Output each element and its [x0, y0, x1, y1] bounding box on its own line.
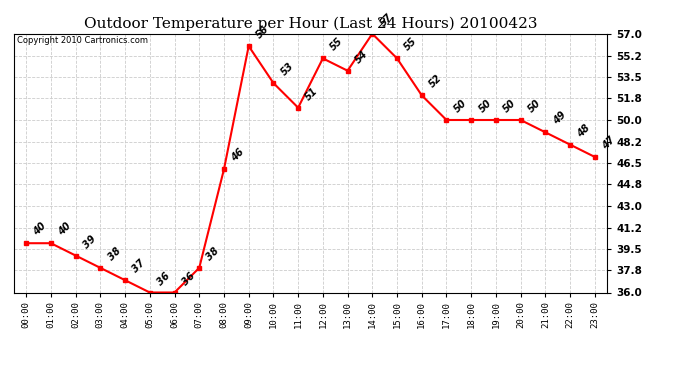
- Text: 55: 55: [402, 36, 420, 53]
- Text: 38: 38: [106, 246, 123, 262]
- Text: Copyright 2010 Cartronics.com: Copyright 2010 Cartronics.com: [17, 36, 148, 45]
- Text: 48: 48: [575, 123, 592, 139]
- Text: 51: 51: [304, 86, 320, 102]
- Text: 37: 37: [130, 258, 147, 274]
- Text: 50: 50: [452, 98, 469, 114]
- Text: 47: 47: [600, 135, 617, 152]
- Text: 57: 57: [378, 12, 395, 28]
- Text: 50: 50: [477, 98, 493, 114]
- Text: 49: 49: [551, 110, 568, 127]
- Text: 39: 39: [81, 233, 98, 250]
- Text: 50: 50: [526, 98, 543, 114]
- Text: 53: 53: [279, 61, 295, 78]
- Text: 56: 56: [254, 24, 271, 40]
- Title: Outdoor Temperature per Hour (Last 24 Hours) 20100423: Outdoor Temperature per Hour (Last 24 Ho…: [83, 17, 538, 31]
- Text: 38: 38: [205, 246, 221, 262]
- Text: 50: 50: [502, 98, 518, 114]
- Text: 46: 46: [230, 147, 246, 164]
- Text: 40: 40: [32, 221, 48, 238]
- Text: 40: 40: [57, 221, 73, 238]
- Text: 54: 54: [353, 48, 370, 65]
- Text: 36: 36: [155, 270, 172, 287]
- Text: 55: 55: [328, 36, 345, 53]
- Text: 52: 52: [427, 73, 444, 90]
- Text: 36: 36: [180, 270, 197, 287]
